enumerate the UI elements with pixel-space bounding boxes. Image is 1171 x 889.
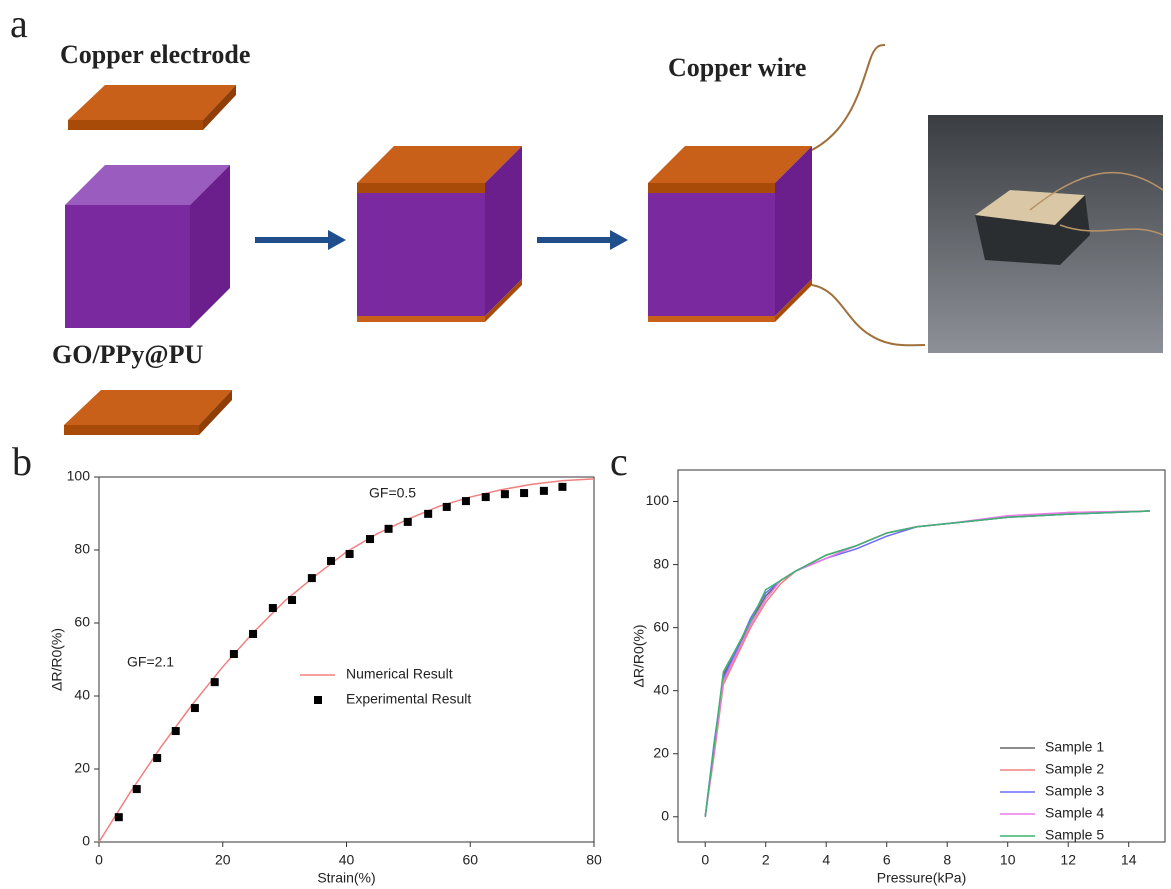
data-point [366,535,374,543]
data-point [540,487,548,495]
copper-wire [812,285,925,345]
data-point [385,525,393,533]
data-point [462,497,470,505]
x-tick-label: 4 [822,852,830,868]
x-tick-label: 40 [339,852,355,868]
cube-front [65,205,190,328]
x-tick-label: 8 [943,852,951,868]
x-tick-label: 12 [1060,852,1076,868]
cube-front [648,193,775,316]
x-tick-label: 0 [95,852,103,868]
diagram [64,45,1163,435]
annotation: GF=0.5 [369,485,416,501]
data-point [133,785,141,793]
data-point [115,813,123,821]
copper-bottom [357,316,485,322]
data-point [308,574,316,582]
diagram-label: GO/PPy@PU [52,340,204,369]
y-tick-label: 60 [653,618,669,634]
x-tick-label: 6 [883,852,891,868]
annotation: GF=2.1 [127,654,174,670]
legend-label: Numerical Result [346,666,453,682]
legend-label: Sample 2 [1045,761,1104,777]
data-point [269,604,277,612]
data-point [153,754,161,762]
x-tick-label: 60 [462,852,478,868]
figure: a b c Copper electrode Copper wire GO/PP… [0,0,1171,889]
y-axis-label: ΔR/R0(%) [49,628,65,691]
y-tick-label: 0 [661,807,669,823]
y-tick-label: 100 [646,492,670,508]
data-point [520,489,528,497]
y-axis-label: ΔR/R0(%) [631,624,647,687]
copper-bottom [648,316,775,322]
x-axis-label: Strain(%) [317,870,375,886]
y-tick-label: 80 [74,541,90,557]
x-tick-label: 0 [701,852,709,868]
diagram-label: Copper electrode [60,40,250,69]
legend-label: Sample 3 [1045,783,1104,799]
cube-front [357,193,485,316]
data-point [501,490,509,498]
diagram-label: Copper wire [668,53,806,82]
y-tick-label: 0 [82,833,90,849]
data-point [211,678,219,686]
data-point [346,550,354,558]
x-axis-label: Pressure(kPa) [877,870,966,886]
data-point [558,483,566,491]
panel-label: a [10,1,28,46]
copper-plate-edge [64,425,199,435]
legend-label: Sample 4 [1045,805,1104,821]
y-tick-label: 100 [67,468,91,484]
data-point [172,727,180,735]
x-tick-label: 20 [215,852,231,868]
data-point [249,630,257,638]
copper-edge [357,183,485,193]
x-tick-label: 10 [1000,852,1016,868]
legend-label: Sample 1 [1045,739,1104,755]
panel-label: b [12,439,32,484]
data-point [443,503,451,511]
x-tick-label: 14 [1121,852,1137,868]
data-point [482,493,490,501]
copper-plate-edge [68,120,203,130]
y-tick-label: 20 [74,760,90,776]
copper-wire [812,45,885,150]
data-point [327,557,335,565]
y-tick-label: 20 [653,744,669,760]
arrow-head [610,230,628,250]
data-point [424,510,432,518]
data-point [404,518,412,526]
x-tick-label: 80 [586,852,602,868]
arrow-head [328,230,346,250]
panel-label: c [610,439,628,484]
y-tick-label: 40 [653,681,669,697]
x-tick-label: 2 [762,852,770,868]
y-tick-label: 80 [653,555,669,571]
copper-edge [648,183,775,193]
y-tick-label: 60 [74,614,90,630]
legend-swatch [314,696,322,704]
data-point [191,704,199,712]
legend-label: Experimental Result [346,691,471,707]
data-point [230,650,238,658]
data-point [288,596,296,604]
legend-label: Sample 5 [1045,827,1104,843]
y-tick-label: 40 [74,687,90,703]
